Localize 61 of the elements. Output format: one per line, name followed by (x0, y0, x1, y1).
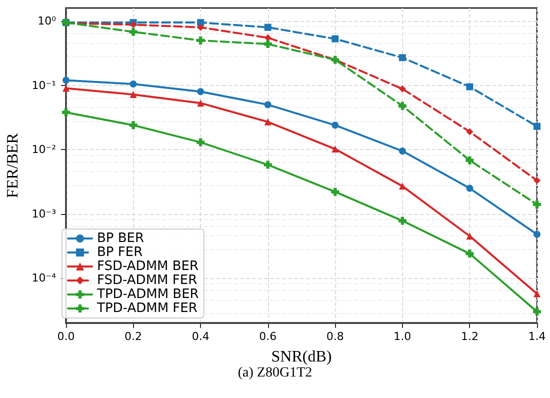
legend-label: TPD-ADMM BER (96, 287, 199, 302)
x-tick-label: 0.6 (259, 330, 277, 343)
point (197, 24, 204, 31)
point (332, 146, 339, 153)
legend-label: FSD-ADMM FER (97, 273, 198, 288)
point (62, 108, 70, 116)
point (466, 250, 474, 258)
x-tick-label: 0.8 (326, 330, 344, 343)
point (466, 128, 474, 136)
point (264, 118, 272, 126)
y-tick-label: 10⁰ (38, 14, 57, 28)
y-tick-label: 10⁻² (32, 143, 56, 156)
point (129, 121, 138, 130)
x-tick-label: 0.4 (192, 330, 210, 343)
point (466, 83, 474, 90)
point (534, 290, 540, 298)
point (533, 308, 541, 316)
x-tick-label: 1.4 (528, 330, 546, 343)
legend-label: TPD-ADMM FER (96, 301, 198, 316)
point (466, 156, 474, 164)
point (264, 160, 272, 169)
point (332, 122, 339, 129)
point (196, 138, 205, 146)
y-tick-label: 10⁻⁴ (32, 272, 57, 285)
legend-label: FSD-ADMM BER (97, 259, 199, 274)
point (534, 177, 540, 184)
point (398, 54, 406, 62)
point (197, 100, 204, 107)
point (466, 184, 474, 192)
point (130, 80, 137, 88)
y-axis-title: FER/BER (4, 132, 22, 198)
point (129, 28, 138, 36)
point (398, 182, 406, 190)
x-tick-label: 1.2 (460, 330, 478, 343)
point (62, 84, 70, 92)
point (533, 200, 541, 208)
point (398, 85, 406, 92)
x-axis-title: SNR(dB) (271, 348, 332, 366)
point (332, 35, 339, 42)
y-tick-label: 10⁻¹ (32, 78, 56, 92)
point (264, 101, 272, 108)
point (466, 232, 474, 240)
point (534, 122, 540, 130)
x-tick-label: 0.0 (57, 330, 75, 343)
point (398, 216, 406, 225)
point (398, 148, 406, 155)
legend-label: BP FER (97, 245, 143, 260)
point (264, 24, 272, 31)
point (534, 230, 540, 238)
legend-label: BP BER (97, 231, 144, 246)
point (264, 40, 272, 48)
point (398, 102, 406, 110)
y-tick-label: 10⁻³ (32, 207, 56, 220)
point (196, 36, 205, 44)
point (130, 91, 137, 98)
point (62, 76, 70, 84)
text: (a) Z80G1T2 (238, 366, 312, 380)
x-tick-label: 1.0 (394, 330, 412, 343)
point (197, 88, 204, 96)
x-tick-label: 0.2 (124, 330, 142, 343)
point (331, 188, 340, 196)
